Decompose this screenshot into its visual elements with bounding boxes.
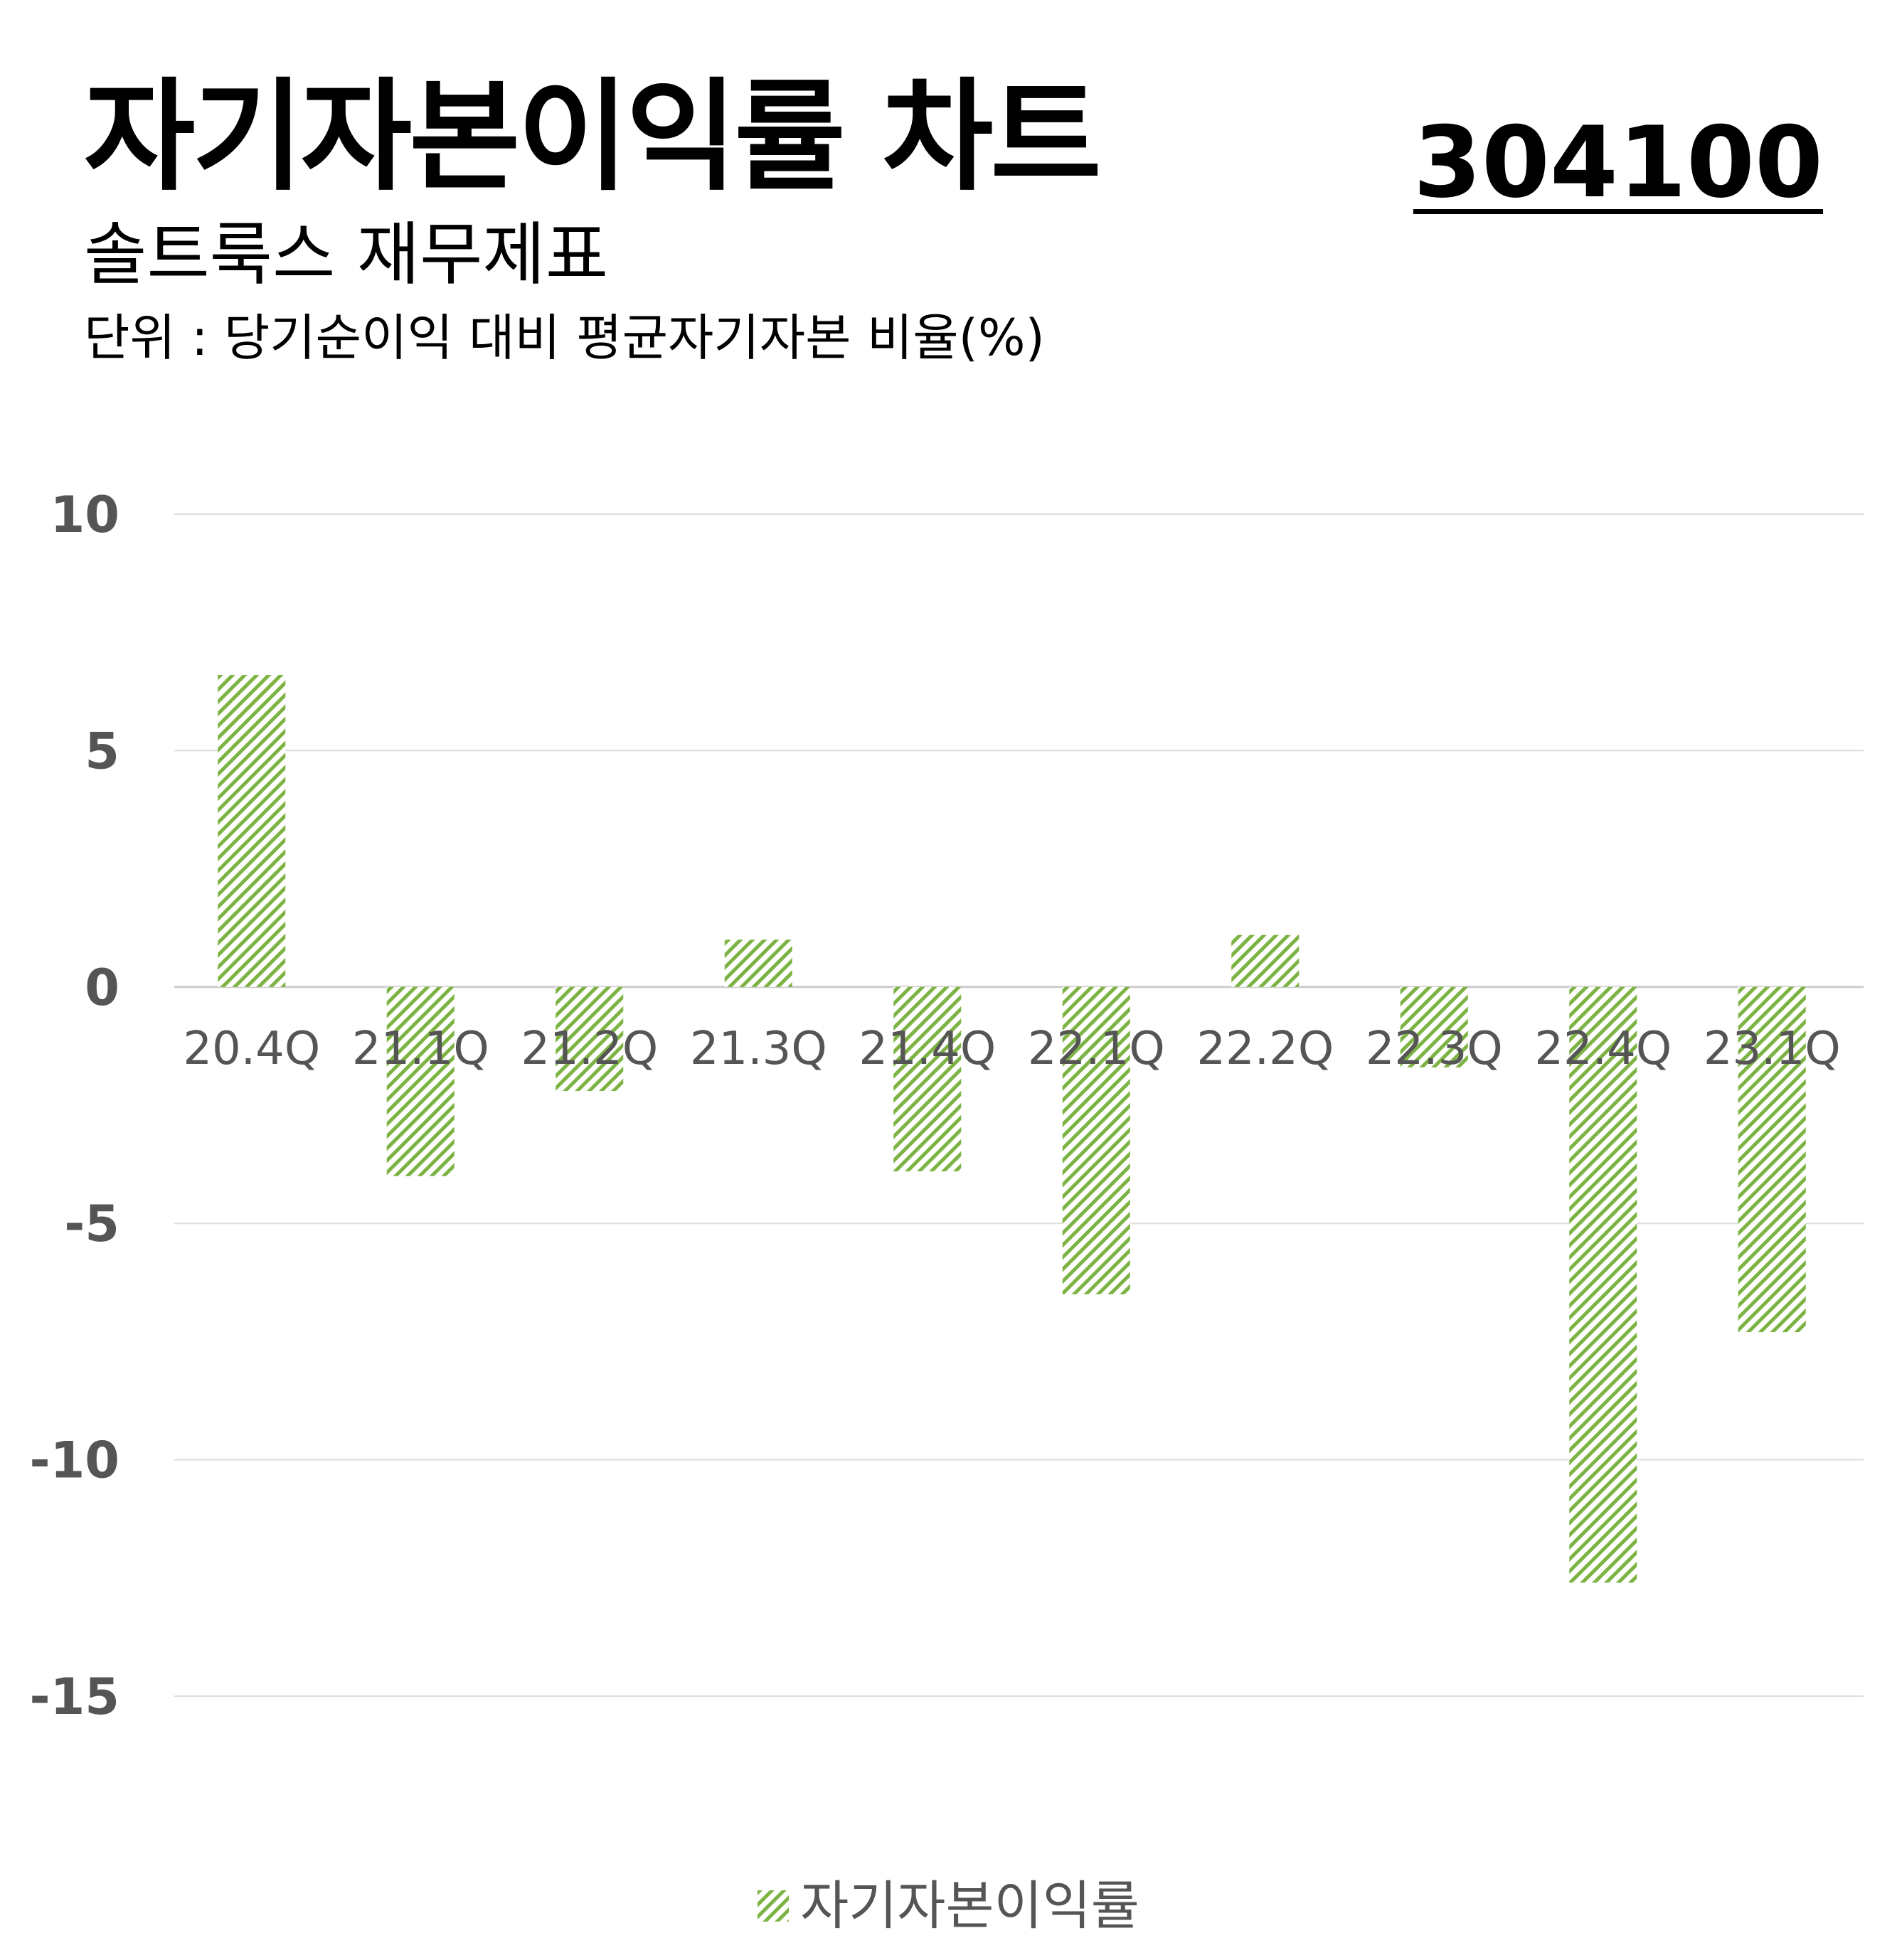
bar-22.4Q bbox=[1569, 986, 1637, 1583]
x-tick-label: 21.2Q bbox=[521, 1023, 658, 1075]
x-tick-label: 22.4Q bbox=[1534, 1023, 1672, 1075]
bar-21.3Q bbox=[724, 939, 792, 987]
y-axis-ticks: 10 5 0 -5 -10 -15 bbox=[30, 486, 119, 1726]
x-tick-label: 23.1Q bbox=[1704, 1023, 1841, 1075]
x-axis-ticks: 20.4Q 21.1Q 21.2Q 21.3Q 21.4Q 22.1Q 22.2Q 22.3Q… bbox=[183, 1023, 1840, 1075]
legend-label: 자기자본이익률 bbox=[800, 1875, 1139, 1937]
x-tick-label: 21.1Q bbox=[352, 1023, 489, 1075]
bar-21.4Q bbox=[893, 986, 962, 1172]
bar-22.2Q bbox=[1231, 934, 1300, 987]
y-tick-label: -10 bbox=[30, 1432, 119, 1490]
legend: 자기자본이익률 bbox=[0, 1863, 1897, 1939]
y-tick-label: -15 bbox=[30, 1668, 119, 1726]
x-tick-label: 21.4Q bbox=[859, 1023, 996, 1075]
bar-21.2Q bbox=[556, 986, 624, 1092]
x-tick-label: 22.3Q bbox=[1366, 1023, 1503, 1075]
bar-21.1Q bbox=[386, 986, 455, 1176]
y-tick-label: 5 bbox=[85, 722, 119, 780]
x-tick-label: 22.1Q bbox=[1028, 1023, 1165, 1075]
chart-title: 자기자본이익률 차트 bbox=[84, 67, 1102, 208]
y-tick-label: -5 bbox=[64, 1195, 119, 1253]
chart-subtitle: 솔트룩스 재무제표 bbox=[84, 215, 609, 294]
x-tick-label: 21.3Q bbox=[690, 1023, 827, 1075]
bar-20.4Q bbox=[218, 675, 286, 987]
bars bbox=[218, 675, 1806, 1583]
bar-22.3Q bbox=[1400, 986, 1468, 1067]
x-tick-label: 22.2Q bbox=[1196, 1023, 1334, 1075]
roe-bar-chart: 10 5 0 -5 -10 -15 20.4Q 21.1Q 21.2Q 21.3Q 21.4Q 22… bbox=[30, 486, 1864, 1726]
y-tick-label: 0 bbox=[85, 959, 119, 1017]
bar-23.1Q bbox=[1738, 986, 1806, 1333]
bar-22.1Q bbox=[1062, 986, 1130, 1294]
x-tick-label: 20.4Q bbox=[183, 1023, 320, 1075]
unit-label: 단위 : 당기순이익 대비 평균자기자본 비율(%) bbox=[84, 309, 1045, 367]
stock-code: 304100 bbox=[1413, 105, 1823, 220]
y-tick-label: 10 bbox=[51, 486, 119, 544]
legend-swatch bbox=[758, 1890, 790, 1922]
